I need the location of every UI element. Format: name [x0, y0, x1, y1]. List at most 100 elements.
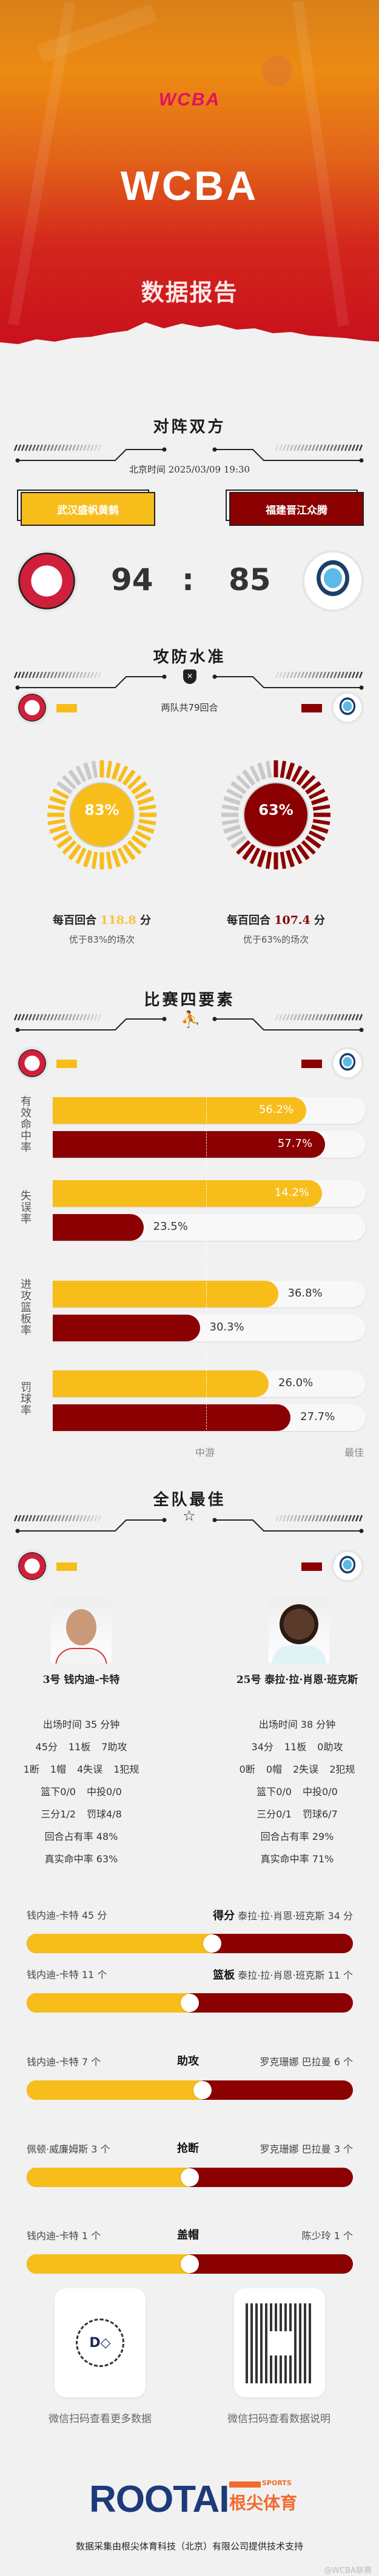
gauge-tick — [106, 760, 113, 778]
stat-line: 篮下0/0 中投0/0 — [206, 1781, 379, 1803]
right-leader-label: 罗克珊娜 巴拉曼 3 个 — [260, 2141, 353, 2156]
gauge-tick — [111, 762, 121, 780]
home-team-logo-small — [18, 694, 46, 722]
gauge-tick — [223, 824, 241, 834]
rootai-logo-bar — [229, 2481, 261, 2488]
away-team-logo-small — [334, 1552, 361, 1580]
leader-right-value: 1 — [334, 2230, 340, 2242]
stat-item: 回合占有率 29% — [260, 1831, 334, 1842]
away-points-per-100: 每百回合 107.4 分 — [185, 912, 367, 928]
left-share-fill — [27, 2080, 203, 2100]
stat-item: 真实命中率 71% — [260, 1853, 334, 1865]
gauge-tick — [312, 804, 330, 811]
gauge-tick — [308, 830, 326, 842]
leader-left-name: 钱内迪-卡特 — [27, 2230, 79, 2242]
axis-label-mid: 中游 — [195, 1447, 215, 1458]
away-team-name: 福建晋江众腾 — [266, 504, 327, 517]
left-share-fill — [27, 1993, 190, 2013]
home-gauge-label: 83% — [84, 802, 119, 818]
leader-comparison-bar — [27, 1934, 353, 1953]
stat-item: 罚球4/8 — [87, 1808, 122, 1820]
stat-item: 三分0/1 — [257, 1808, 292, 1820]
leader-unit: 个 — [91, 2056, 101, 2068]
stat-line: 1断 1帽 4失误 1犯规 — [0, 1758, 172, 1781]
right-leader-label: 得分 泰拉·拉·肖恩·班克斯 34 分 — [213, 1907, 353, 1923]
gauge-tick — [52, 788, 70, 800]
leader-unit: 个 — [91, 2230, 101, 2242]
factor-label-oreb: 进攻篮板率 — [19, 1278, 32, 1336]
comparison-knob — [181, 1994, 199, 2012]
away-better-than: 优于63%的场次 — [243, 934, 309, 945]
gauge-tick — [236, 775, 251, 790]
away-player-photo — [269, 1598, 329, 1664]
home-factor-bar — [53, 1097, 306, 1124]
basketball-icon — [262, 56, 292, 86]
away-team-logo — [304, 553, 361, 609]
gauge-tick — [265, 851, 272, 869]
factor-label-efg: 有效命中率 — [19, 1095, 32, 1153]
away-legend-swatch — [301, 1562, 322, 1571]
stat-line: 回合占有率 48% — [0, 1825, 172, 1848]
leader-unit: 个 — [343, 2056, 353, 2068]
gauge-tick — [136, 795, 155, 806]
ppp-prefix: 每百回合 — [52, 914, 96, 927]
gauge-tick — [117, 765, 129, 783]
right-leader-label: 篮板 泰拉·拉·肖恩·班克斯 11 个 — [213, 1967, 353, 1982]
away-factor-bar-track: 27.7% — [53, 1404, 366, 1431]
home-legend-swatch — [56, 704, 77, 712]
away-factor-bar — [53, 1131, 325, 1158]
section-title-matchup: 对阵双方 — [153, 418, 226, 436]
right-leader-label: 陈少玲 1 个 — [302, 2228, 353, 2242]
gauge-tick — [249, 765, 261, 783]
gauge-tick — [47, 804, 65, 811]
left-share-fill — [27, 2254, 190, 2274]
home-factor-value: 36.8% — [287, 1287, 323, 1300]
leader-right-value: 3 — [334, 2143, 340, 2155]
stat-item: 篮下0/0 — [41, 1786, 76, 1798]
stat-line: 真实命中率 71% — [206, 1848, 379, 1870]
stat-item: 出场时间 35 分钟 — [42, 1719, 120, 1730]
gauge-tick — [301, 775, 316, 790]
rootai-cn-name: 根尖体育 — [229, 2493, 298, 2513]
home-player-stats: 出场时间 35 分钟 45分 11板 7助攻 1断 1帽 4失误 1犯规 篮下0/0 中投0/0 三… — [0, 1713, 172, 1870]
stat-item: 中投0/0 — [303, 1786, 338, 1798]
stat-line: 三分0/1 罚球6/7 — [206, 1803, 379, 1825]
away-factor-bar — [53, 1315, 200, 1341]
gauge-tick — [305, 781, 321, 795]
data-explanation-qr — [234, 2288, 325, 2397]
stat-item: 11板 — [68, 1741, 91, 1753]
weibo-watermark: @WCBA联赛 — [324, 2566, 372, 2575]
gauge-tick — [308, 788, 326, 800]
gauge-tick — [106, 851, 113, 869]
gauge-core — [69, 782, 135, 848]
stat-line: 0断 0帽 2失误 2犯规 — [206, 1758, 379, 1781]
leader-left-value: 11 — [81, 1969, 95, 1980]
possessions-note: 两队共79回合 — [161, 702, 218, 713]
away-offense-gauge — [221, 760, 330, 869]
section-divider — [13, 1014, 364, 1032]
gauge-tick — [265, 760, 272, 778]
gauge-tick — [291, 847, 303, 865]
home-factor-bar-track: 56.2% — [53, 1097, 366, 1124]
left-leader-label: 钱内迪-卡特 1 个 — [27, 2228, 101, 2242]
gauge-tick — [242, 844, 256, 860]
leader-left-name: 钱内迪-卡特 — [27, 2056, 79, 2068]
home-better-than: 优于83%的场次 — [69, 934, 135, 945]
ppp-value: 118.8 — [100, 914, 136, 927]
away-player-name: 25号 泰拉·拉·肖恩·班克斯 — [236, 1674, 358, 1686]
gauge-tick — [122, 844, 136, 860]
leader-right-name: 罗克珊娜 巴拉曼 — [260, 2143, 331, 2155]
stat-line: 真实命中率 63% — [0, 1848, 172, 1870]
home-factor-bar-track: 26.0% — [53, 1370, 366, 1397]
home-score: 94 — [111, 562, 153, 597]
gauge-tick — [226, 788, 244, 800]
leader-unit: 分 — [97, 1910, 107, 1921]
stat-item: 回合占有率 48% — [44, 1831, 118, 1842]
mini-program-qr: D◇ — [55, 2288, 146, 2397]
left-leader-label: 钱内迪-卡特 7 个 — [27, 2054, 101, 2068]
home-team-logo — [18, 553, 75, 609]
gauge-tick — [134, 788, 152, 800]
gauge-tick — [91, 851, 98, 869]
comparison-knob — [181, 2255, 199, 2273]
gauge-tick — [47, 818, 65, 826]
